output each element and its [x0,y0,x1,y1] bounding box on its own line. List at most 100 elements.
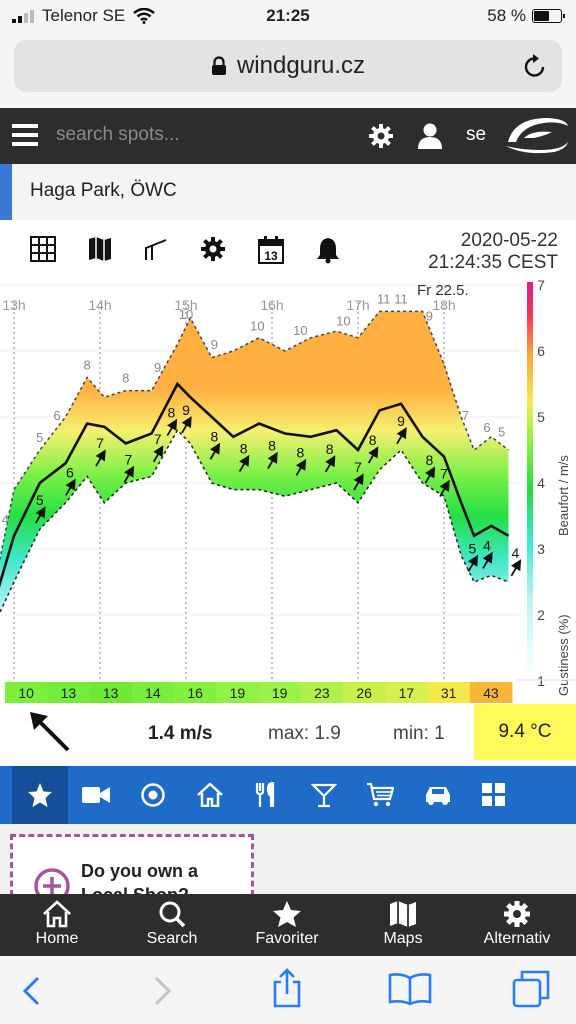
gust-value-label: 9 [211,337,218,352]
direction-strip-cell [300,682,344,703]
wind-arrow [482,551,493,569]
wind-value-label: 8 [240,441,248,457]
wind-value-label: 6 [66,464,74,480]
category-webcams[interactable] [68,766,124,824]
wind-arrow [181,416,192,434]
graph-icon[interactable] [144,236,168,262]
direction-strip-value: 23 [314,685,330,701]
wind-arrow [123,465,135,483]
gear-icon[interactable] [200,236,226,262]
wind-arrow [166,418,178,437]
bell-icon[interactable] [316,236,340,264]
gust-value-label: 9 [154,360,161,375]
spot-bar[interactable]: Haga Park, ÖWC [0,164,576,220]
site-header: search spots... se [0,108,576,164]
wind-value-label: 4 [511,545,519,561]
calendar-icon[interactable]: 13 [258,236,284,264]
gust-value-label: 7 [462,408,469,423]
map-icon [390,901,416,927]
signal-icon [12,10,34,23]
category-favorites[interactable] [12,766,68,824]
nav-maps[interactable]: Maps [348,900,458,948]
direction-strip-cell [89,682,133,703]
wind-min-line [0,428,509,614]
nav-home[interactable]: Home [2,900,112,948]
direction-strip-value: 19 [272,685,288,701]
nav-options[interactable]: Alternativ [462,900,572,948]
beaufort-tick-label: 7 [537,278,545,293]
beaufort-tick-label: 2 [537,607,545,623]
wind-value-label: 8 [167,405,175,421]
nav-home-label: Home [35,930,79,947]
category-shops[interactable] [352,766,408,824]
direction-strip-cell [131,682,175,703]
forward-icon[interactable] [152,976,172,1006]
wind-value-label: 9 [397,413,405,429]
reload-icon[interactable] [522,52,548,80]
wind-value-label: 8 [369,432,377,448]
wind-arrow [510,559,522,577]
wind-min: min: 1 [393,723,445,744]
gust-value-label: 11 [394,291,408,306]
hour-tick-label: 14h [88,297,111,313]
hour-tick-label: 16h [260,297,283,313]
wind-arrow [467,554,479,572]
wind-arrow [65,478,76,496]
back-icon[interactable] [22,976,42,1006]
category-more[interactable] [466,766,522,824]
wind-value-label: 8 [268,438,276,454]
cart-icon [367,782,394,807]
wind-value-label: 7 [354,459,362,475]
category-bars[interactable] [296,766,352,824]
current-conditions: 1.4 m/s max: 1.9 min: 1 9.4 °C [0,704,576,766]
video-icon [82,787,110,803]
category-rental[interactable] [410,766,466,824]
wind-value-label: 8 [210,428,218,444]
wind-value-label: 7 [154,431,162,447]
gust-value-label: 4 [2,512,9,527]
bookmarks-icon[interactable] [388,972,432,1006]
wind-range-area [0,311,509,613]
hour-tick-label: 17h [346,297,369,313]
direction-strip-value: 31 [441,685,457,701]
grid-icon[interactable] [30,236,56,262]
tabs-icon[interactable] [512,970,550,1008]
beaufort-tick-label: 4 [537,475,545,491]
category-accommodation[interactable] [182,766,238,824]
wind-value-label: 7 [440,466,448,482]
wind-arrow [35,506,46,524]
plus-circle-icon [34,868,70,894]
windguru-logo[interactable] [504,112,570,160]
nav-favorites[interactable]: Favoriter [232,900,342,948]
wind-value-label: 5 [36,492,44,508]
direction-strip-cell [47,682,90,703]
battery-percent: 58 % [487,6,526,25]
direction-strip-value: 26 [356,685,372,701]
direction-strip-value: 13 [61,685,77,701]
address-bar[interactable]: windguru.cz [14,40,562,92]
direction-strip-value: 13 [103,685,119,701]
wind-direction-arrow-icon [30,712,70,752]
user-icon[interactable] [418,122,442,150]
nav-search[interactable]: Search [117,900,227,948]
wind-max: max: 1.9 [268,723,341,744]
category-stations[interactable] [125,766,181,824]
share-icon[interactable] [272,968,302,1008]
search-icon [159,901,186,928]
gear-icon[interactable] [368,123,394,149]
map-icon[interactable] [88,236,112,262]
restaurant-icon [255,782,275,807]
apps-icon [482,783,505,806]
battery-icon [532,9,565,23]
language-button[interactable]: se [466,124,487,145]
gust-value-label: 6 [53,408,60,423]
wind-value-label: 7 [96,435,104,451]
local-shop-promo[interactable]: Do you own a Local Shop? [10,834,254,894]
menu-icon[interactable] [12,123,38,147]
left-axis-label: Gustiness (%) [556,614,571,696]
search-input[interactable]: search spots... [56,124,180,145]
wind-arrow [396,427,407,445]
category-restaurants[interactable] [238,766,294,824]
star-icon [273,901,301,927]
